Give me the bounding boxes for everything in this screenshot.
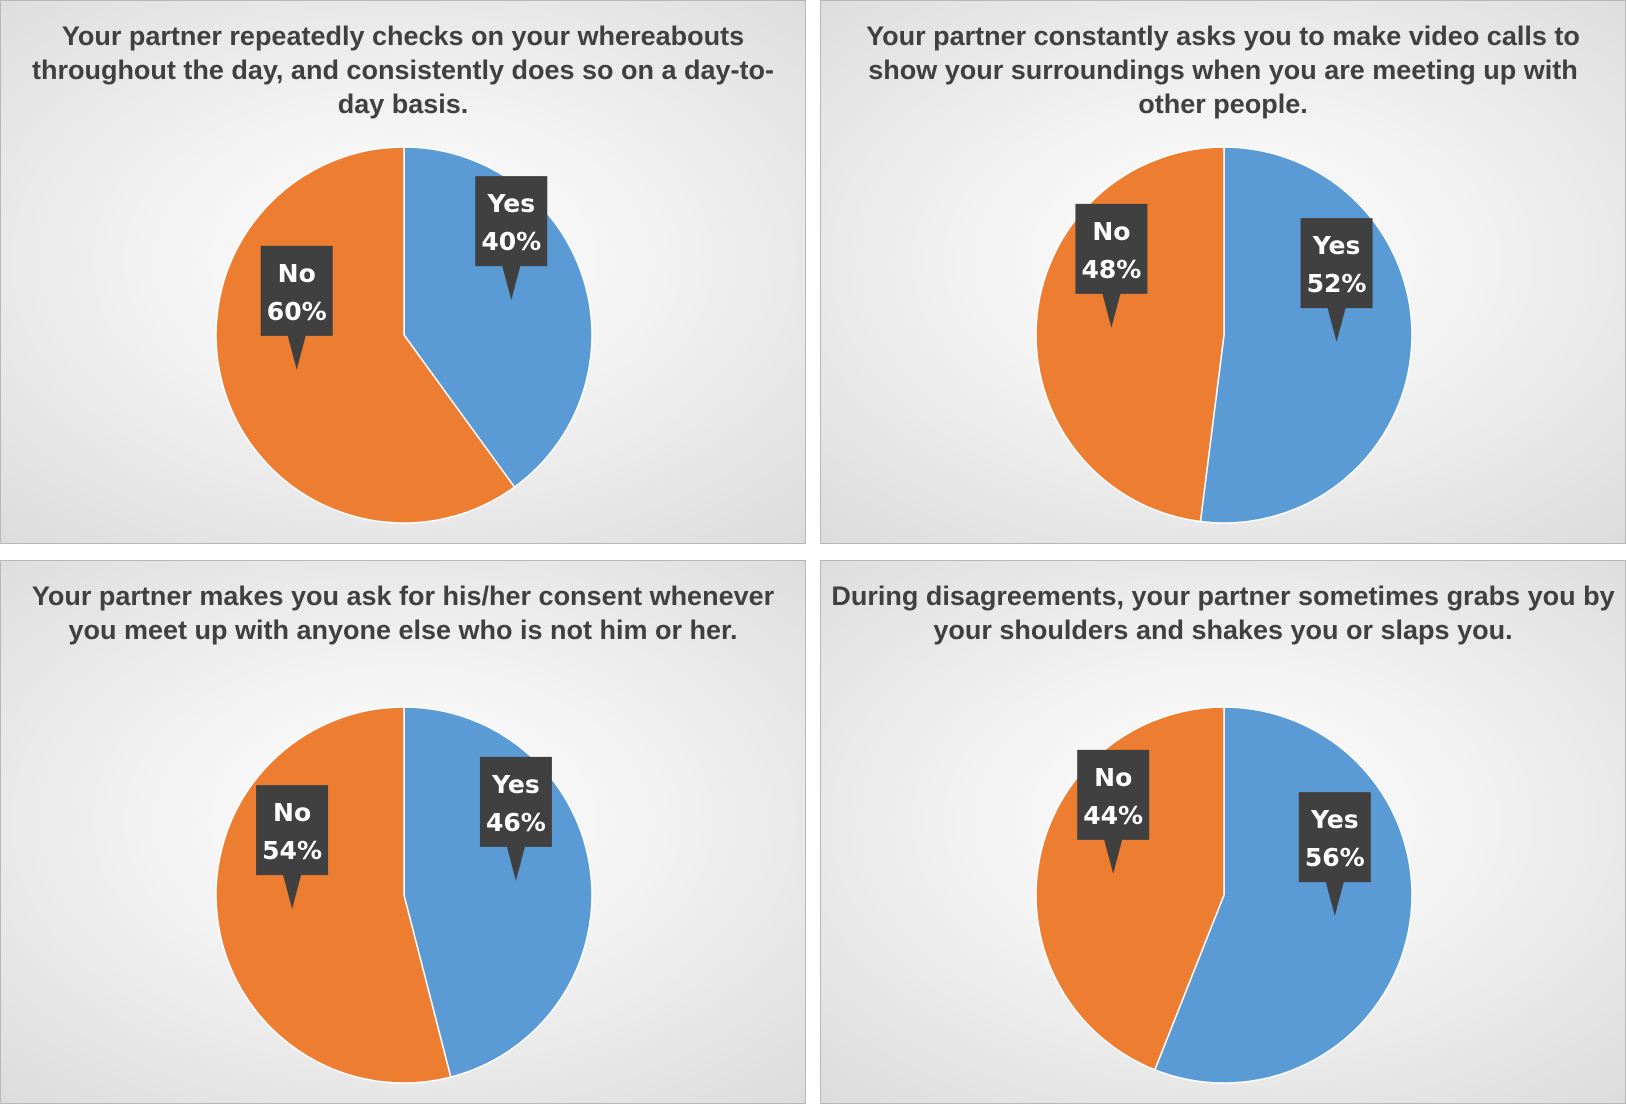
data-label-category: Yes bbox=[1310, 805, 1359, 834]
callout-box bbox=[475, 176, 548, 301]
chart-panel-disagreements: During disagreements, your partner somet… bbox=[820, 560, 1626, 1104]
callout-box bbox=[479, 756, 552, 881]
callout-box bbox=[1298, 792, 1371, 917]
pie-chart: Yes 46% No 54% bbox=[215, 706, 593, 1084]
data-label-percent: 54% bbox=[262, 836, 322, 865]
pie-chart: Yes 52% No 48% bbox=[1035, 146, 1413, 524]
data-label-yes: Yes 46% bbox=[479, 756, 552, 881]
callout-box bbox=[1300, 218, 1373, 343]
data-label-category: No bbox=[273, 798, 311, 827]
chart-panel-video-calls: Your partner constantly asks you to make… bbox=[820, 0, 1626, 544]
pie-slice-no bbox=[1035, 146, 1225, 523]
data-label-percent: 52% bbox=[1307, 269, 1367, 298]
data-label-percent: 46% bbox=[486, 808, 546, 837]
callout-box bbox=[256, 785, 329, 910]
data-label-percent: 60% bbox=[267, 297, 327, 326]
data-label-category: No bbox=[278, 259, 316, 288]
callout-box bbox=[1077, 749, 1150, 874]
data-label-percent: 48% bbox=[1082, 255, 1142, 284]
data-label-no: No 48% bbox=[1075, 203, 1148, 328]
data-label-percent: 44% bbox=[1083, 801, 1143, 830]
pie-chart: Yes 56% No 44% bbox=[1035, 706, 1413, 1084]
data-label-category: No bbox=[1094, 763, 1132, 792]
pie-slice-no bbox=[215, 146, 516, 524]
chart-title: During disagreements, your partner somet… bbox=[831, 581, 1615, 645]
data-label-percent: 40% bbox=[481, 227, 541, 256]
chart-title: Your partner makes you ask for his/her c… bbox=[31, 581, 775, 645]
chart-panel-consent: Your partner makes you ask for his/her c… bbox=[0, 560, 806, 1104]
chart-title: Your partner constantly asks you to make… bbox=[866, 21, 1580, 119]
chart-title: Your partner repeatedly checks on your w… bbox=[31, 21, 775, 119]
pie-slice-yes bbox=[1199, 146, 1413, 524]
data-label-no: No 54% bbox=[256, 785, 329, 910]
data-label-percent: 56% bbox=[1305, 843, 1365, 872]
callout-box bbox=[260, 245, 333, 370]
data-label-category: Yes bbox=[491, 770, 540, 799]
data-label-yes: Yes 56% bbox=[1298, 792, 1371, 917]
callout-box bbox=[1075, 203, 1148, 328]
data-label-category: Yes bbox=[1312, 231, 1361, 260]
data-label-category: Yes bbox=[486, 189, 535, 218]
data-label-no: No 44% bbox=[1077, 749, 1150, 874]
data-label-category: No bbox=[1092, 217, 1130, 246]
data-label-yes: Yes 40% bbox=[475, 176, 548, 301]
data-label-no: No 60% bbox=[260, 245, 333, 370]
chart-panel-whereabouts: Your partner repeatedly checks on your w… bbox=[0, 0, 806, 544]
data-label-yes: Yes 52% bbox=[1300, 218, 1373, 343]
pie-chart: Yes 40% No 60% bbox=[215, 146, 593, 524]
